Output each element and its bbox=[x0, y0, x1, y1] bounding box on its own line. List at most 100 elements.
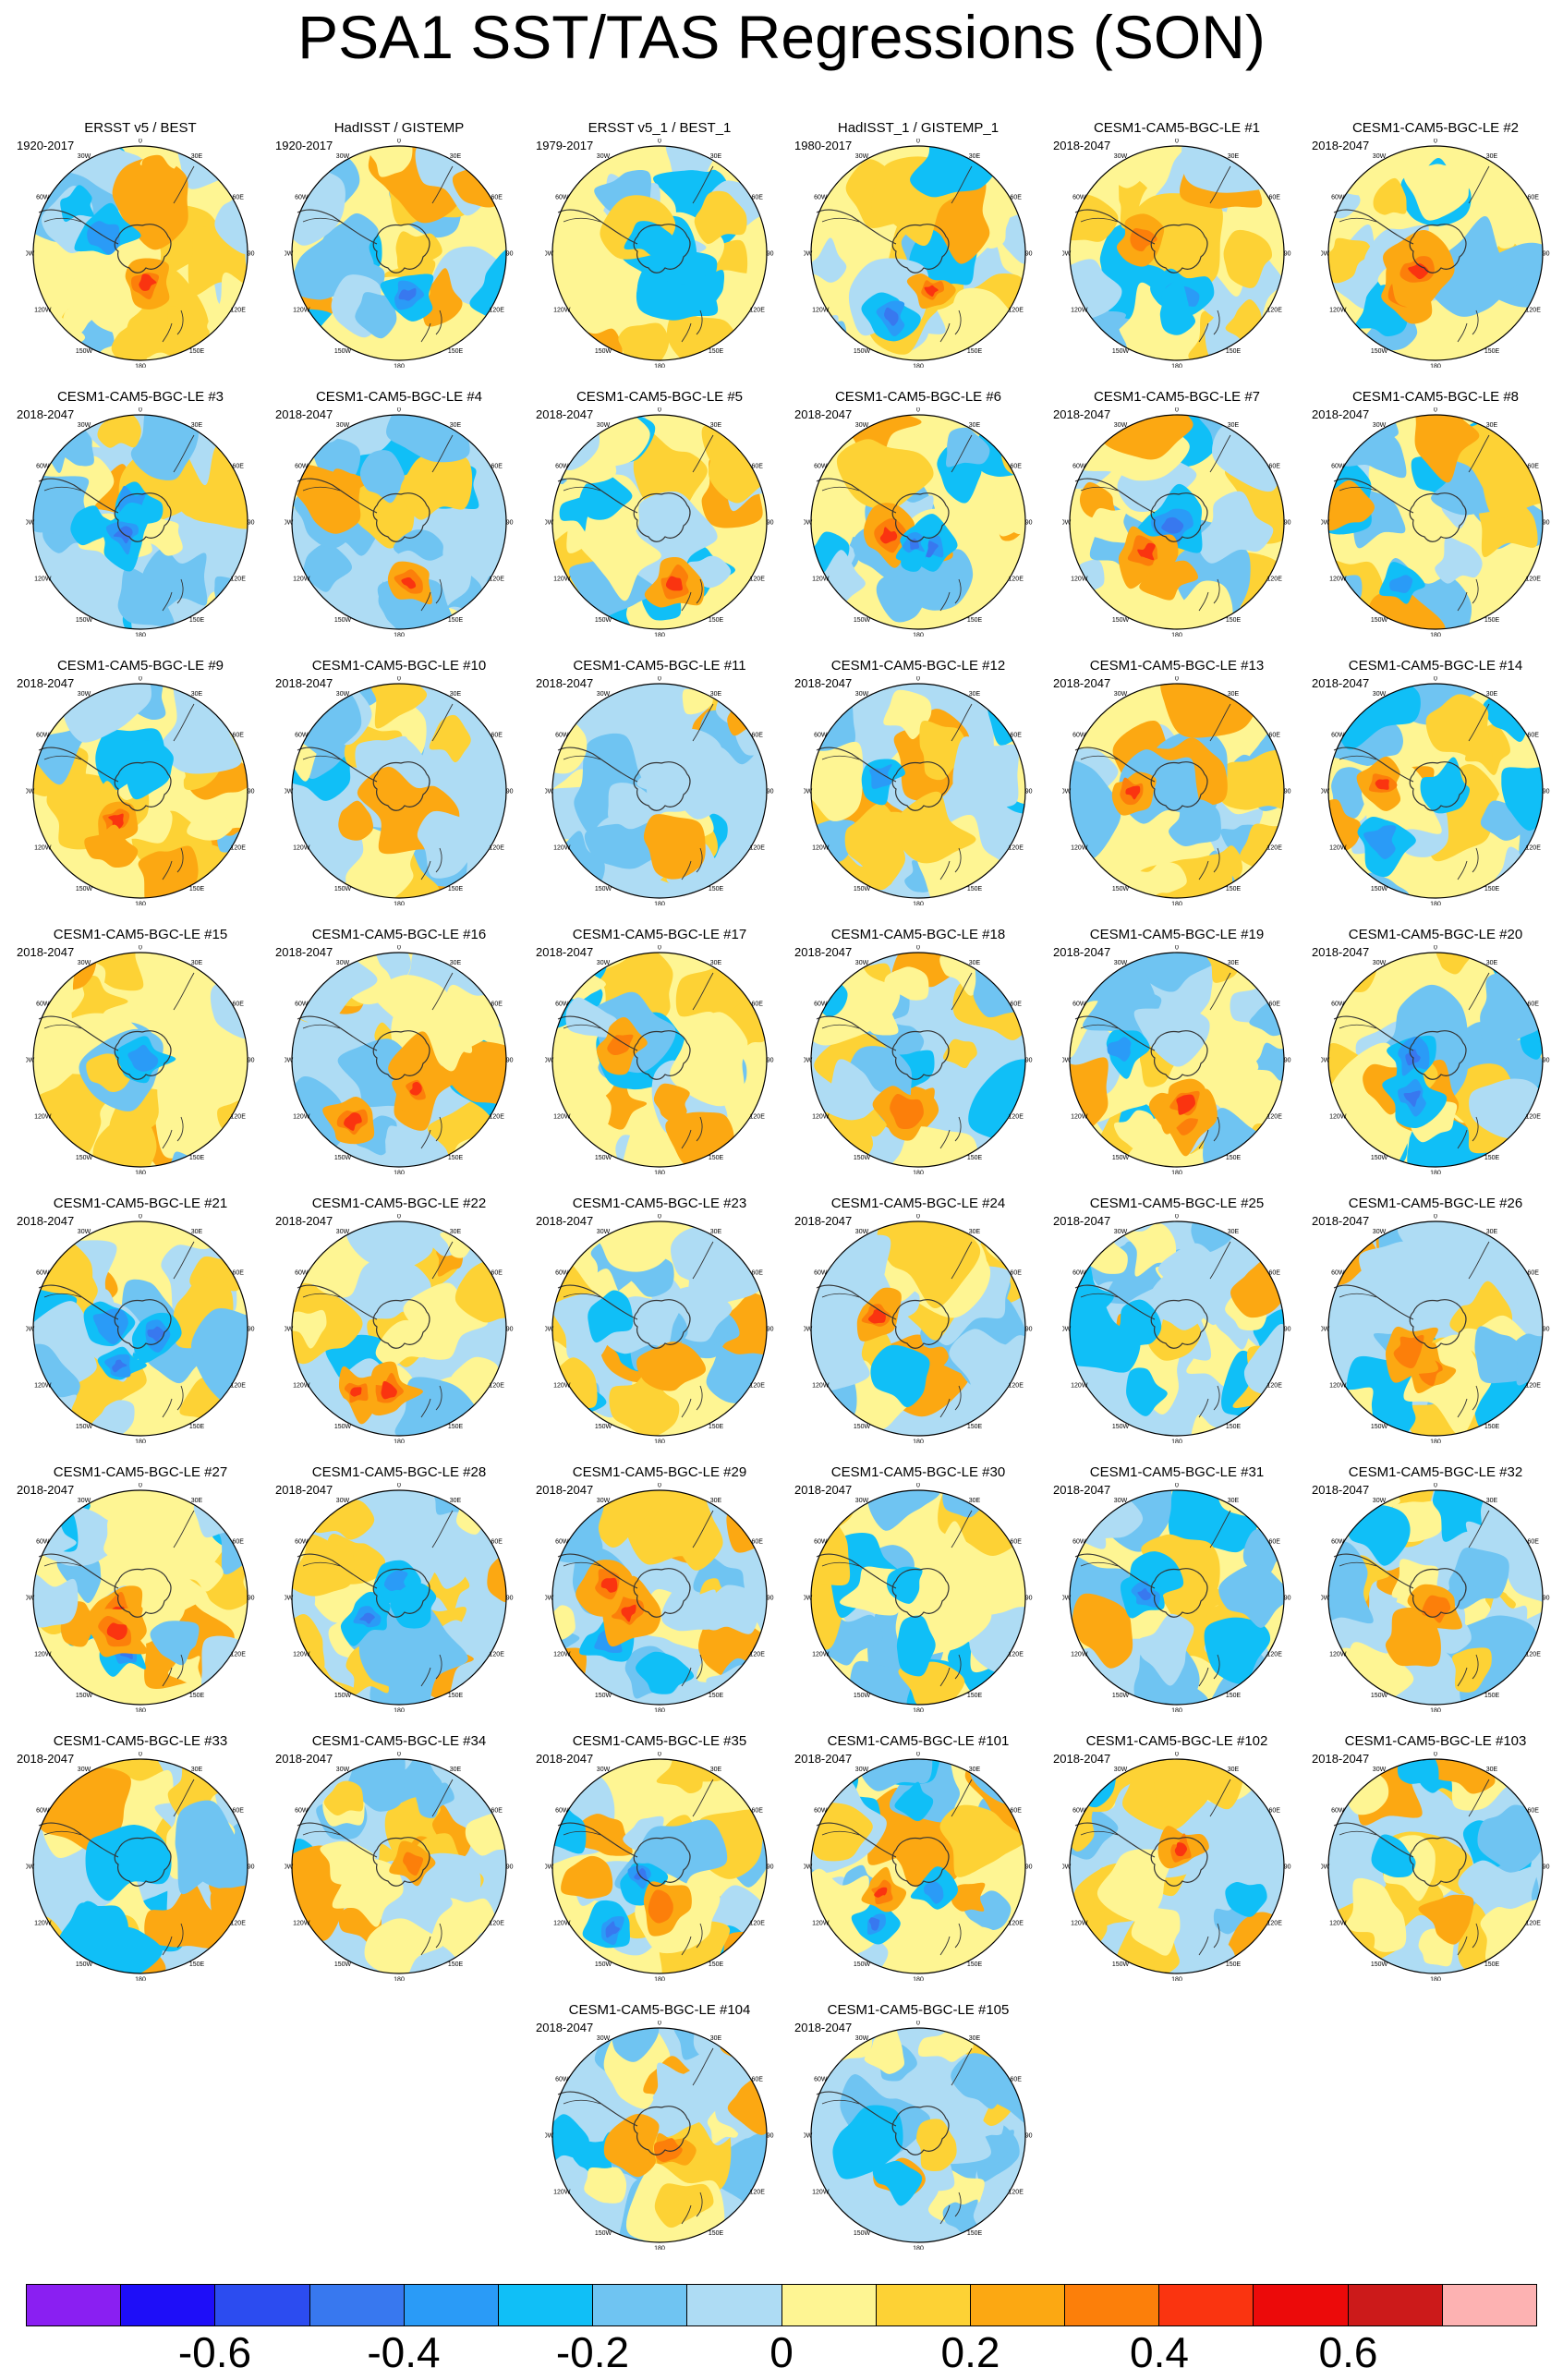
longitude-label: 180 bbox=[1171, 633, 1182, 638]
polar-map: 0 30E 60E 90E 120E 150E 180 150W 120W 90W 60W 30W bbox=[21, 676, 260, 908]
longitude-label: 60W bbox=[555, 1539, 569, 1546]
longitude-label: 0 bbox=[397, 1752, 401, 1758]
panel-title: CESM1-CAM5-BGC-LE #28 bbox=[311, 1464, 487, 1480]
longitude-label: 180 bbox=[913, 2246, 924, 2251]
longitude-label: 150W bbox=[854, 1424, 871, 1430]
longitude-label: 120E bbox=[231, 845, 247, 852]
longitude-label: 60W bbox=[555, 464, 569, 470]
longitude-label: 90W bbox=[1062, 520, 1072, 527]
map-panel: CESM1-CAM5-BGC-LE #16 2018-2047 0 30E 60E 90E… bbox=[270, 927, 528, 1195]
polar-map: 0 30E 60E 90E 120E 150E 180 150W 120W 90W 60W 30W bbox=[21, 1214, 260, 1446]
longitude-label: 0 bbox=[397, 139, 401, 145]
longitude-label: 150E bbox=[1484, 1155, 1500, 1161]
map-area: 0 30E 60E 90E 120E 150E 180 150W 120W 90W 60W 30W bbox=[540, 1752, 779, 1985]
longitude-label: 150E bbox=[709, 1155, 724, 1161]
map-area: 0 30E 60E 90E 120E 150E 180 150W 120W 90W 60W 30W bbox=[1316, 676, 1555, 910]
map-area: 0 30E 60E 90E 120E 150E 180 150W 120W 90W 60W 30W bbox=[1058, 945, 1296, 1179]
longitude-label: 30E bbox=[450, 1229, 462, 1235]
longitude-label: 90E bbox=[506, 1058, 514, 1064]
longitude-label: 90E bbox=[248, 1596, 255, 1602]
panel-period: 2018-2047 bbox=[17, 676, 75, 690]
panel-period: 2018-2047 bbox=[275, 945, 333, 959]
longitude-label: 90W bbox=[545, 789, 554, 795]
colorbar-tick-label: 0.2 bbox=[940, 2328, 1000, 2376]
map-area: 0 30E 60E 90E 120E 150E 180 150W 120W 90W 60W 30W bbox=[1316, 139, 1555, 372]
map-area: 0 30E 60E 90E 120E 150E 180 150W 120W 90W 60W 30W bbox=[799, 945, 1037, 1179]
panel-title: CESM1-CAM5-BGC-LE #12 bbox=[830, 658, 1006, 674]
longitude-label: 0 bbox=[658, 1752, 661, 1758]
longitude-label: 120E bbox=[1009, 2190, 1024, 2196]
longitude-label: 30W bbox=[336, 422, 350, 429]
longitude-label: 90E bbox=[1543, 1058, 1550, 1064]
longitude-label: 60W bbox=[814, 195, 828, 201]
longitude-label: 0 bbox=[916, 1214, 920, 1220]
longitude-label: 30E bbox=[1228, 1498, 1240, 1504]
longitude-label: 60E bbox=[491, 1808, 503, 1815]
panel-title: CESM1-CAM5-BGC-LE #26 bbox=[1348, 1196, 1523, 1211]
panel-title: ERSST v5_1 / BEST_1 bbox=[588, 120, 732, 136]
colorbar-segment bbox=[1442, 2285, 1536, 2325]
longitude-label: 90W bbox=[545, 1058, 554, 1064]
panel-period: 2018-2047 bbox=[794, 676, 853, 690]
longitude-label: 150W bbox=[334, 886, 352, 892]
longitude-label: 30W bbox=[1373, 422, 1387, 429]
longitude-label: 30E bbox=[191, 1498, 203, 1504]
longitude-label: 120W bbox=[1329, 845, 1347, 852]
panel-period: 2018-2047 bbox=[794, 2021, 853, 2034]
longitude-label: 120E bbox=[490, 577, 505, 583]
figure-title: PSA1 SST/TAS Regressions (SON) bbox=[297, 3, 1266, 71]
colorbar-segment bbox=[782, 2285, 877, 2325]
colorbar bbox=[26, 2284, 1537, 2326]
longitude-label: 150E bbox=[1484, 348, 1500, 355]
longitude-label: 150E bbox=[967, 348, 983, 355]
panel-period: 2018-2047 bbox=[17, 1214, 75, 1228]
colorbar-segment bbox=[1159, 2285, 1254, 2325]
longitude-label: 150E bbox=[1484, 1693, 1500, 1699]
longitude-label: 120W bbox=[812, 845, 830, 852]
longitude-label: 150E bbox=[1226, 1961, 1242, 1968]
longitude-label: 120E bbox=[750, 2190, 766, 2196]
longitude-label: 120E bbox=[231, 1921, 247, 1927]
longitude-label: 30E bbox=[969, 2035, 981, 2042]
longitude-label: 150W bbox=[76, 348, 93, 355]
panel-period: 2018-2047 bbox=[17, 1483, 75, 1497]
longitude-label: 120W bbox=[1071, 577, 1088, 583]
longitude-label: 90W bbox=[545, 2133, 554, 2140]
longitude-label: 60W bbox=[814, 1270, 828, 1277]
map-panel: CESM1-CAM5-BGC-LE #29 2018-2047 0 30E 60E 90E… bbox=[530, 1464, 789, 1732]
longitude-label: 150W bbox=[334, 1155, 352, 1161]
panel-title: CESM1-CAM5-BGC-LE #7 bbox=[1093, 389, 1261, 405]
longitude-label: 60W bbox=[295, 464, 309, 470]
longitude-label: 150W bbox=[1112, 1424, 1130, 1430]
longitude-label: 30E bbox=[191, 1767, 203, 1773]
longitude-label: 30W bbox=[336, 1498, 350, 1504]
longitude-label: 30W bbox=[336, 1767, 350, 1773]
panel-period: 2018-2047 bbox=[794, 1483, 853, 1497]
longitude-label: 180 bbox=[394, 364, 405, 369]
longitude-label: 60W bbox=[36, 1270, 50, 1277]
longitude-label: 150E bbox=[967, 1155, 983, 1161]
longitude-label: 30E bbox=[710, 153, 722, 160]
map-area: 0 30E 60E 90E 120E 150E 180 150W 120W 90W 60W 30W bbox=[1058, 1483, 1296, 1717]
longitude-label: 150W bbox=[1112, 1693, 1130, 1699]
longitude-label: 180 bbox=[654, 633, 665, 638]
map-panel: CESM1-CAM5-BGC-LE #5 2018-2047 0 30E 60E 90E 1… bbox=[530, 389, 789, 657]
longitude-label: 30W bbox=[597, 1229, 611, 1235]
longitude-label: 60E bbox=[1527, 733, 1539, 739]
longitude-label: 30W bbox=[597, 691, 611, 698]
map-area: 0 30E 60E 90E 120E 150E 180 150W 120W 90W 60W 30W bbox=[540, 945, 779, 1179]
longitude-label: 150E bbox=[1226, 348, 1242, 355]
longitude-label: 0 bbox=[139, 1752, 142, 1758]
longitude-label: 30E bbox=[710, 1229, 722, 1235]
longitude-label: 90W bbox=[285, 520, 294, 527]
longitude-label: 120W bbox=[812, 1921, 830, 1927]
panel-period: 2018-2047 bbox=[794, 945, 853, 959]
longitude-label: 0 bbox=[1175, 139, 1179, 145]
panel-period: 2018-2047 bbox=[1053, 1483, 1111, 1497]
longitude-label: 120E bbox=[1526, 1921, 1542, 1927]
longitude-label: 0 bbox=[397, 676, 401, 683]
longitude-label: 120E bbox=[490, 1383, 505, 1390]
longitude-label: 30E bbox=[1486, 153, 1498, 160]
map-panel: CESM1-CAM5-BGC-LE #2 2018-2047 0 30E 60E 90E 1… bbox=[1306, 120, 1563, 388]
longitude-label: 120W bbox=[34, 845, 52, 852]
